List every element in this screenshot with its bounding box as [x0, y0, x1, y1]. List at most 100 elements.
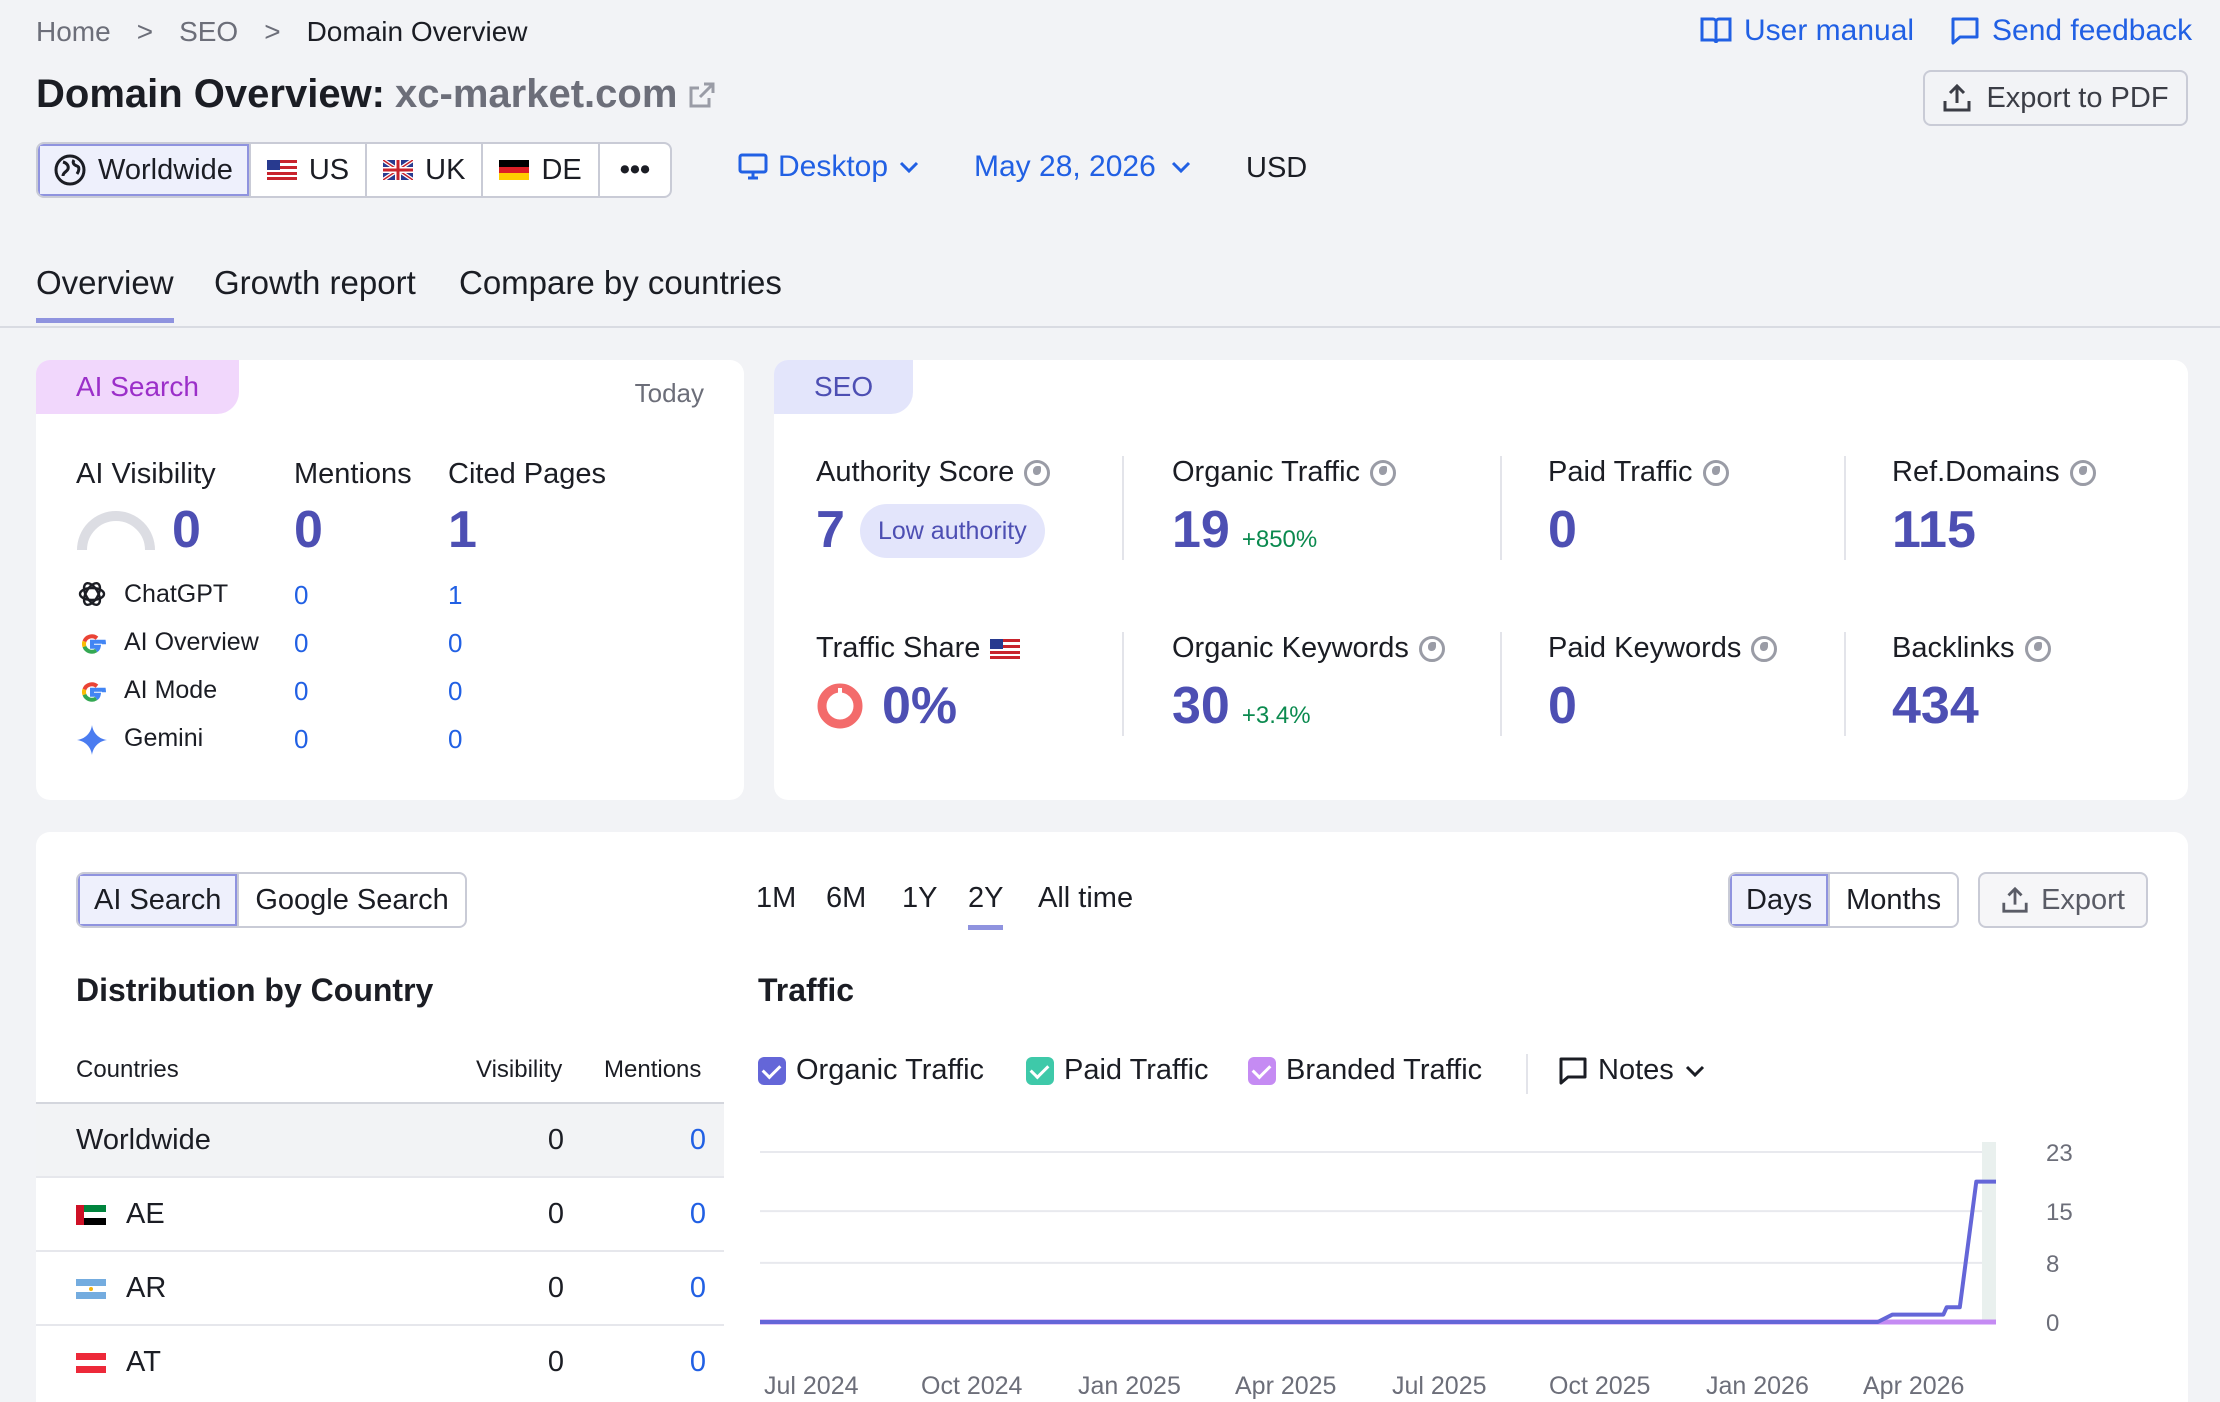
- gemini-icon: [77, 725, 107, 755]
- region-uk[interactable]: UK: [365, 144, 481, 196]
- divider: [1122, 456, 1124, 560]
- y-tick-label: 0: [2046, 1310, 2059, 1337]
- legend-branded[interactable]: Branded Traffic: [1248, 1054, 1482, 1087]
- date-select[interactable]: May 28, 2026: [974, 150, 1192, 184]
- col-mentions: Mentions: [604, 1056, 702, 1083]
- divider: [1844, 456, 1846, 560]
- export-pdf-button[interactable]: Export to PDF: [1923, 70, 2188, 126]
- legend-organic[interactable]: Organic Traffic: [758, 1054, 984, 1087]
- table-row[interactable]: AR 0 0: [36, 1250, 724, 1324]
- region-de[interactable]: DE: [481, 144, 597, 196]
- checkbox-checked-icon: [758, 1056, 786, 1085]
- table-row[interactable]: AT 0 0: [36, 1324, 724, 1398]
- tab-growth-report[interactable]: Growth report: [214, 264, 416, 301]
- country-mentions[interactable]: 0: [689, 1198, 706, 1230]
- date-label: May 28, 2026: [974, 150, 1156, 183]
- country-cell: AR: [76, 1272, 166, 1305]
- period-1m[interactable]: 1M: [756, 882, 797, 914]
- today-label: Today: [634, 378, 704, 408]
- external-link-icon[interactable]: [687, 80, 717, 110]
- toggle-google-search[interactable]: Google Search: [237, 874, 464, 926]
- x-tick-label: Jan 2026: [1706, 1372, 1809, 1400]
- ref-domains-label: Ref.Domains: [1892, 456, 2096, 489]
- legend-organic-label: Organic Traffic: [796, 1054, 985, 1086]
- country-name: AE: [126, 1198, 165, 1230]
- traffic-share-label: Traffic Share: [816, 632, 1021, 665]
- source-mentions[interactable]: 0: [294, 676, 309, 706]
- x-tick-label: Oct 2025: [1549, 1372, 1650, 1400]
- organic-keywords-metric: 30 +3.4%: [1172, 676, 1311, 736]
- period-2y[interactable]: 2Y: [968, 882, 1004, 930]
- paid-keywords-value[interactable]: 0: [1548, 677, 1577, 735]
- period-all-time[interactable]: All time: [1038, 882, 1134, 914]
- source-mentions[interactable]: 0: [294, 724, 309, 754]
- send-feedback-link[interactable]: Send feedback: [1950, 14, 2192, 48]
- currency-label[interactable]: USD: [1246, 152, 1308, 184]
- x-tick-label: Jul 2025: [1392, 1372, 1487, 1400]
- organic-keywords-label: Organic Keywords: [1172, 632, 1445, 665]
- feedback-icon: [1951, 17, 1979, 45]
- period-6m[interactable]: 6M: [826, 882, 867, 914]
- tab-overview[interactable]: Overview: [36, 264, 174, 323]
- period-2y-label: 2Y: [968, 882, 1004, 914]
- period-1y[interactable]: 1Y: [902, 882, 938, 914]
- region-us[interactable]: US: [248, 144, 365, 196]
- granularity-months[interactable]: Months: [1828, 874, 1957, 926]
- authority-score-label: Authority Score: [816, 456, 1051, 489]
- tab-compare-countries[interactable]: Compare by countries: [459, 264, 782, 301]
- user-manual-link[interactable]: User manual: [1700, 14, 1914, 48]
- organic-traffic-metric: 19 +850%: [1172, 500, 1317, 560]
- breadcrumb-seo[interactable]: SEO: [179, 16, 239, 47]
- organic-keywords-value[interactable]: 30: [1172, 677, 1230, 735]
- source-cited[interactable]: 1: [448, 580, 463, 610]
- region-more-button[interactable]: •••: [597, 144, 670, 196]
- export-button[interactable]: Export: [1978, 872, 2148, 928]
- country-mentions[interactable]: 0: [689, 1124, 706, 1156]
- tab-overview-label: Overview: [36, 264, 174, 301]
- legend-paid-label: Paid Traffic: [1064, 1054, 1209, 1086]
- region-worldwide[interactable]: Worldwide: [38, 144, 249, 196]
- traffic-share-value[interactable]: 0%: [882, 677, 958, 735]
- col-countries: Countries: [76, 1056, 179, 1083]
- seo-tag: SEO: [774, 360, 914, 414]
- organic-traffic-line: [760, 1179, 1996, 1324]
- source-cited[interactable]: 0: [448, 628, 463, 658]
- chevron-down-icon: [1171, 161, 1190, 174]
- country-cell: AT: [76, 1346, 161, 1379]
- ref-domains-value[interactable]: 115: [1892, 501, 1976, 559]
- y-tick-label: 8: [2046, 1251, 2059, 1278]
- legend-branded-label: Branded Traffic: [1286, 1054, 1483, 1086]
- granularity-days[interactable]: Days: [1730, 874, 1829, 926]
- legend-paid[interactable]: Paid Traffic: [1026, 1054, 1209, 1087]
- ai-visibility-value: 0: [172, 501, 201, 559]
- backlinks-value[interactable]: 434: [1892, 677, 1979, 735]
- table-row[interactable]: AE 0 0: [36, 1176, 724, 1250]
- country-mentions[interactable]: 0: [689, 1346, 706, 1378]
- device-select[interactable]: Desktop: [738, 150, 920, 184]
- breadcrumb: Home > SEO > Domain Overview: [36, 16, 528, 48]
- source-name: ChatGPT: [124, 580, 229, 608]
- cited-pages-total[interactable]: 1: [448, 501, 477, 559]
- current-range-band: [1982, 1142, 1996, 1322]
- organic-traffic-value[interactable]: 19: [1172, 501, 1230, 559]
- domain-name[interactable]: xc-market.com: [395, 72, 678, 116]
- divider: [1500, 632, 1502, 736]
- toggle-ai-search[interactable]: AI Search: [78, 874, 238, 926]
- mentions-total[interactable]: 0: [294, 501, 323, 559]
- col-visibility: Visibility: [476, 1056, 563, 1083]
- authority-score-value[interactable]: 7: [816, 501, 845, 559]
- paid-traffic-value[interactable]: 0: [1548, 501, 1577, 559]
- source-cited[interactable]: 0: [448, 724, 463, 754]
- source-mentions[interactable]: 0: [294, 628, 309, 658]
- breadcrumb-home[interactable]: Home: [36, 16, 111, 47]
- source-mentions[interactable]: 0: [294, 580, 309, 610]
- country-visibility: 0: [547, 1198, 564, 1230]
- country-mentions[interactable]: 0: [689, 1272, 706, 1304]
- source-cited[interactable]: 0: [448, 676, 463, 706]
- divider: [1122, 632, 1124, 736]
- globe-icon: [1024, 459, 1051, 486]
- table-row[interactable]: Worldwide 0 0: [36, 1102, 724, 1176]
- x-tick-label: Oct 2024: [921, 1372, 1023, 1400]
- notes-dropdown[interactable]: Notes: [1558, 1054, 1706, 1087]
- organic-keywords-change: +3.4%: [1241, 702, 1311, 729]
